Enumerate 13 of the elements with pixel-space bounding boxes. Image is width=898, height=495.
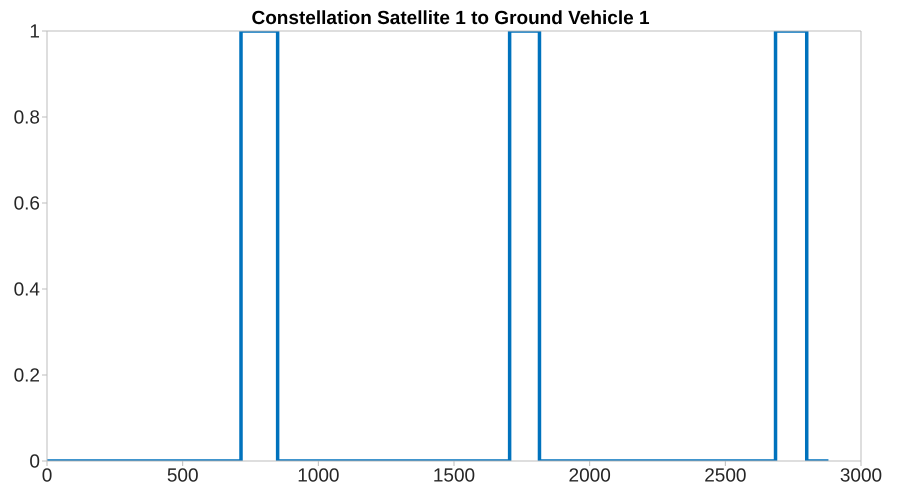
x-tick-label: 1500	[432, 465, 476, 486]
x-tick-label: 2000	[568, 465, 611, 486]
chart-title: Constellation Satellite 1 to Ground Vehicle 1	[250, 8, 651, 30]
x-tick-label: 1000	[297, 465, 340, 486]
y-tick-label: 0.8	[14, 108, 40, 129]
y-tick-label: 0	[29, 452, 40, 473]
y-tick-label: 0.2	[14, 366, 40, 387]
y-tick-label: 1	[29, 22, 40, 43]
x-tick-label: 3000	[840, 465, 882, 486]
x-tick-label: 500	[166, 465, 199, 486]
x-tick-label: 2500	[704, 465, 746, 486]
y-tick-label: 0.4	[14, 280, 40, 301]
y-tick-label: 0.6	[14, 194, 40, 215]
